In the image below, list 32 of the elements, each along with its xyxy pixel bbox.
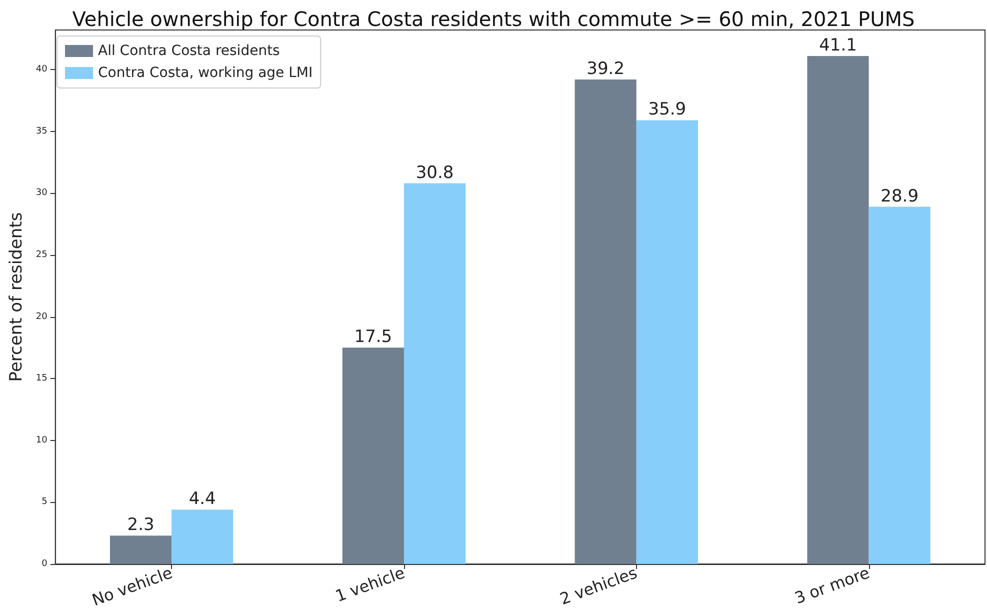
y-tick-label: 0: [42, 559, 48, 569]
x-tick-label: 1 vehicle: [332, 563, 408, 606]
bar: [342, 348, 404, 564]
data-label: 30.8: [416, 162, 454, 183]
data-label: 4.4: [188, 489, 216, 510]
x-tick-label: No vehicle: [90, 563, 175, 610]
bar: [574, 79, 636, 564]
y-tick-label: 15: [36, 374, 48, 384]
bar: [807, 56, 869, 564]
chart-title: Vehicle ownership for Contra Costa residents with commute >= 60 min, 2021 PUMS: [72, 7, 915, 31]
y-tick-label: 10: [36, 435, 48, 446]
y-tick-label: 5: [42, 497, 48, 508]
y-tick-label: 35: [36, 126, 48, 136]
data-label: 17.5: [354, 327, 392, 348]
y-tick-label: 25: [36, 250, 48, 260]
bar: [636, 120, 698, 564]
data-label: 2.3: [127, 515, 154, 536]
bar: [868, 206, 930, 564]
y-tick-label: 20: [36, 312, 48, 322]
y-axis-title: Percent of residents: [6, 212, 26, 382]
data-label: 35.9: [648, 100, 686, 120]
legend-label: All Contra Costa residents: [98, 43, 280, 59]
data-label: 28.9: [880, 186, 919, 206]
data-label: 41.1: [819, 35, 857, 56]
bar: [110, 536, 172, 564]
bar: [172, 510, 234, 564]
y-tick-label: 30: [36, 188, 48, 198]
data-label: 39.2: [586, 58, 625, 79]
bar: [404, 183, 466, 564]
y-tick-label: 40: [36, 64, 48, 75]
legend-label: Contra Costa, working age LMI: [98, 65, 313, 81]
x-tick-label: 3 or more: [792, 563, 872, 608]
